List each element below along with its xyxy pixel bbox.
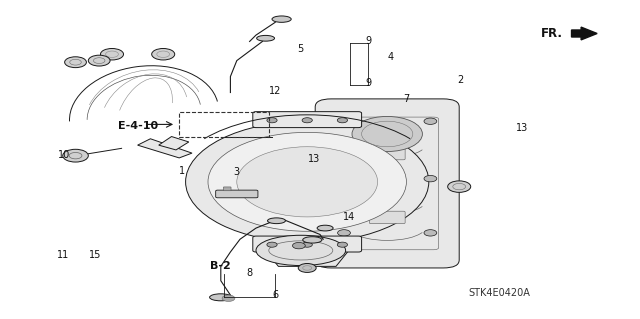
Text: 5: 5 bbox=[298, 44, 304, 55]
Circle shape bbox=[302, 242, 312, 247]
Ellipse shape bbox=[303, 237, 322, 243]
Text: 9: 9 bbox=[365, 78, 371, 88]
Text: FR.: FR. bbox=[541, 27, 563, 40]
FancyBboxPatch shape bbox=[315, 99, 459, 268]
Text: 11: 11 bbox=[56, 250, 69, 260]
Text: 2: 2 bbox=[458, 75, 464, 85]
Circle shape bbox=[88, 55, 110, 66]
Text: 9: 9 bbox=[365, 36, 371, 47]
Text: STK4E0420A: STK4E0420A bbox=[468, 288, 530, 299]
Text: 15: 15 bbox=[88, 250, 101, 260]
FancyBboxPatch shape bbox=[369, 147, 405, 160]
FancyArrow shape bbox=[572, 27, 597, 40]
Text: 13: 13 bbox=[515, 122, 528, 133]
FancyBboxPatch shape bbox=[253, 236, 362, 252]
FancyBboxPatch shape bbox=[253, 112, 362, 128]
FancyBboxPatch shape bbox=[223, 187, 231, 191]
Text: B-2: B-2 bbox=[211, 261, 231, 271]
Circle shape bbox=[352, 116, 422, 152]
Text: 8: 8 bbox=[246, 268, 253, 278]
Text: E-4-10: E-4-10 bbox=[118, 121, 157, 131]
Circle shape bbox=[100, 48, 124, 60]
Circle shape bbox=[298, 263, 316, 272]
Circle shape bbox=[237, 147, 378, 217]
Circle shape bbox=[338, 230, 351, 236]
Text: 6: 6 bbox=[272, 290, 278, 300]
Text: 4: 4 bbox=[387, 52, 394, 63]
Circle shape bbox=[448, 181, 471, 192]
Polygon shape bbox=[138, 139, 192, 158]
Text: 13: 13 bbox=[307, 154, 320, 165]
Circle shape bbox=[63, 149, 88, 162]
Circle shape bbox=[186, 121, 429, 242]
Polygon shape bbox=[266, 250, 349, 266]
Circle shape bbox=[292, 242, 305, 249]
Circle shape bbox=[338, 118, 351, 124]
Circle shape bbox=[337, 118, 348, 123]
Ellipse shape bbox=[272, 16, 291, 22]
Text: 7: 7 bbox=[403, 94, 410, 104]
Circle shape bbox=[338, 175, 351, 182]
Text: 3: 3 bbox=[234, 167, 240, 177]
Polygon shape bbox=[159, 137, 189, 150]
Ellipse shape bbox=[268, 218, 285, 224]
Text: 1: 1 bbox=[179, 166, 186, 176]
Circle shape bbox=[267, 118, 277, 123]
FancyBboxPatch shape bbox=[369, 176, 405, 189]
Ellipse shape bbox=[256, 235, 346, 265]
Circle shape bbox=[337, 242, 348, 247]
Circle shape bbox=[302, 118, 312, 123]
Ellipse shape bbox=[257, 35, 275, 41]
Circle shape bbox=[424, 175, 436, 182]
Circle shape bbox=[152, 48, 175, 60]
Text: 14: 14 bbox=[342, 212, 355, 222]
FancyBboxPatch shape bbox=[369, 211, 405, 224]
FancyBboxPatch shape bbox=[216, 190, 258, 198]
Circle shape bbox=[208, 132, 406, 231]
Circle shape bbox=[65, 57, 86, 68]
Ellipse shape bbox=[210, 294, 232, 301]
Circle shape bbox=[222, 295, 235, 301]
Text: 10: 10 bbox=[58, 150, 70, 160]
Circle shape bbox=[424, 118, 436, 124]
Circle shape bbox=[267, 242, 277, 247]
Circle shape bbox=[424, 230, 436, 236]
Bar bbox=[179, 112, 269, 137]
Ellipse shape bbox=[317, 225, 333, 231]
Text: 12: 12 bbox=[269, 86, 282, 96]
